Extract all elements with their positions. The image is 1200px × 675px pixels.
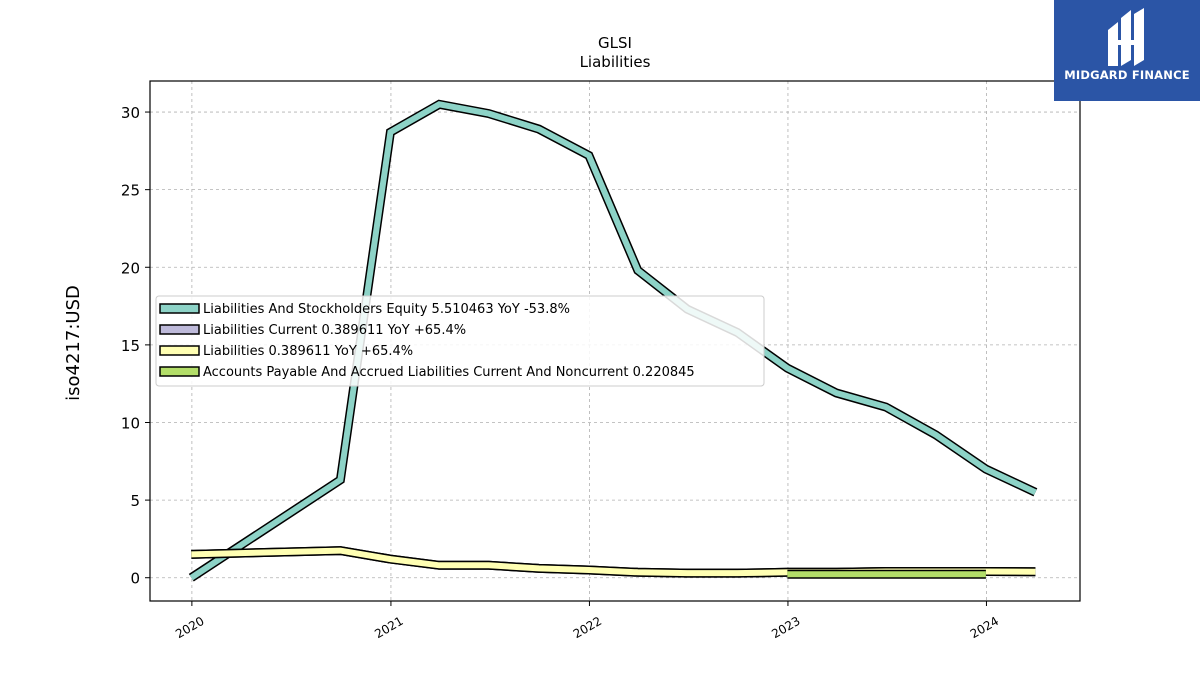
x-tick-label: 2024 bbox=[968, 614, 1001, 641]
legend-label: Accounts Payable And Accrued Liabilities… bbox=[203, 365, 695, 380]
legend-box bbox=[155, 295, 765, 387]
chart-subtitle: Liabilities bbox=[580, 53, 651, 71]
legend-label: Liabilities Current 0.389611 YoY +65.4% bbox=[203, 323, 466, 338]
x-axis: 2020 2021 2022 2023 2024 bbox=[173, 601, 1001, 641]
y-tick-label: 20 bbox=[121, 259, 140, 277]
legend-label: Liabilities 0.389611 YoY +65.4% bbox=[203, 344, 413, 359]
series-layer bbox=[188, 99, 1038, 582]
legend-label: Liabilities And Stockholders Equity 5.51… bbox=[203, 302, 570, 317]
y-tick-label: 5 bbox=[130, 492, 140, 510]
legend: Liabilities And Stockholders Equity 5.51… bbox=[155, 295, 765, 387]
y-tick-label: 25 bbox=[121, 182, 140, 200]
legend-swatch bbox=[159, 303, 200, 314]
logo-mark-icon bbox=[1108, 8, 1144, 66]
series-line-3 bbox=[191, 547, 1036, 577]
x-tick-label: 2021 bbox=[372, 614, 405, 641]
series-line-1 bbox=[189, 101, 1037, 581]
x-tick-label: 2023 bbox=[769, 614, 802, 641]
y-axis: 0 5 10 15 20 25 30 bbox=[121, 104, 150, 588]
logo-text: MIDGARD FINANCE bbox=[1064, 68, 1190, 82]
y-axis-label: iso4217:USD bbox=[63, 285, 84, 401]
y-tick-label: 0 bbox=[130, 570, 140, 588]
x-tick-label: 2020 bbox=[173, 614, 206, 641]
x-tick-label: 2022 bbox=[571, 614, 604, 641]
legend-swatch bbox=[159, 324, 200, 335]
legend-swatch bbox=[159, 366, 200, 377]
y-tick-label: 10 bbox=[121, 414, 140, 432]
legend-swatch bbox=[159, 345, 200, 356]
plot-frame bbox=[149, 80, 1081, 602]
y-tick-label: 30 bbox=[121, 104, 140, 122]
y-tick-label: 15 bbox=[121, 337, 140, 355]
midgard-finance-logo: MIDGARD FINANCE bbox=[1054, 0, 1200, 101]
chart-title: GLSI bbox=[598, 34, 632, 52]
